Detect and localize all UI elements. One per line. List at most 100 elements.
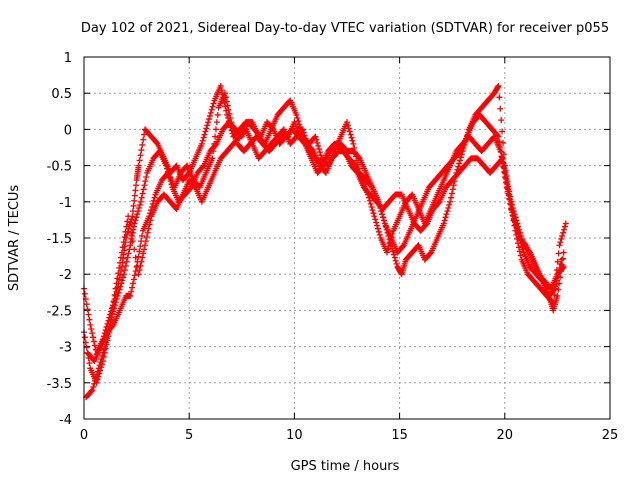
data-point-interp — [114, 275, 121, 282]
data-point — [293, 111, 300, 118]
data-point-interp — [378, 208, 385, 215]
data-point-interp — [391, 254, 398, 261]
data-point-interp — [300, 129, 307, 136]
data-point-interp — [138, 147, 145, 154]
data-point-interp — [97, 367, 104, 374]
data-point-interp — [139, 232, 146, 239]
data-point-interp — [103, 323, 110, 330]
data-point-interp — [305, 145, 312, 152]
data-point-interp — [126, 221, 133, 228]
data-point-interp — [119, 277, 126, 284]
data-point-interp — [207, 109, 214, 116]
data-point-interp — [137, 243, 144, 250]
data-point-interp — [110, 298, 117, 305]
data-point-interp — [556, 280, 563, 287]
data-point-interp — [120, 274, 127, 281]
data-point-interp — [377, 205, 384, 212]
data-point-interp — [90, 383, 97, 390]
data-point-interp — [117, 283, 124, 290]
data-point — [562, 220, 569, 227]
data-point-interp — [316, 149, 323, 156]
data-point-interp — [213, 119, 220, 126]
data-point-interp — [380, 217, 387, 224]
data-point-interp — [316, 146, 323, 153]
data-point-interp — [85, 311, 92, 318]
data-point — [89, 387, 96, 394]
data-point — [205, 119, 212, 126]
data-point-interp — [145, 225, 152, 232]
data-point-interp — [83, 344, 90, 351]
y-tick-labels: -4 -3.5 -3 -2.5 -2 -1.5 -1 -0.5 0 0.5 1 — [47, 51, 72, 428]
y-tick-label: 1 — [64, 51, 72, 66]
data-point-interp — [455, 163, 462, 170]
data-point-interp — [140, 186, 147, 193]
chart-title: Day 102 of 2021, Sidereal Day-to-day VTE… — [81, 21, 609, 36]
data-point-interp — [457, 154, 464, 161]
data-point — [383, 249, 390, 256]
data-point-interp — [222, 94, 229, 101]
data-point-interp — [369, 207, 376, 214]
data-point-interp — [115, 270, 122, 277]
data-point-interp — [549, 299, 556, 306]
data-point-interp — [133, 214, 140, 221]
data-point-interp — [139, 141, 146, 148]
data-point-interp — [384, 246, 391, 253]
data-point-interp — [499, 159, 506, 166]
data-point-interp — [551, 286, 558, 293]
data-point-interp — [444, 208, 451, 215]
data-point-interp — [200, 163, 207, 170]
data-point — [198, 140, 205, 147]
data-point-interp — [129, 280, 136, 287]
data-point — [299, 126, 306, 133]
data-point-interp — [84, 349, 91, 356]
data-point-interp — [200, 134, 207, 141]
data-point-interp — [315, 142, 322, 149]
data-point-interp — [125, 250, 132, 257]
data-point-interp — [517, 252, 524, 259]
data-point-interp — [303, 138, 310, 145]
data-point-interp — [504, 185, 511, 192]
data-point-interp — [116, 264, 123, 271]
data-point-interp — [105, 333, 112, 340]
data-point-interp — [499, 154, 506, 161]
data-point — [447, 198, 454, 205]
data-point-interp — [83, 301, 90, 308]
data-point-interp — [123, 223, 130, 230]
data-point-interp — [302, 135, 309, 142]
data-point-interp — [212, 133, 219, 140]
data-point-interp — [143, 233, 150, 240]
data-point — [312, 133, 319, 140]
data-point-interp — [385, 243, 392, 250]
data-point-interp — [131, 192, 138, 199]
data-point — [228, 119, 235, 126]
data-point-interp — [347, 131, 354, 138]
data-point-interp — [135, 253, 142, 260]
data-point-interp — [121, 233, 128, 240]
data-point-interp — [136, 201, 143, 208]
data-point-interp — [134, 211, 141, 218]
data-point-interp — [553, 281, 560, 288]
data-point-interp — [507, 200, 514, 207]
data-point-interp — [90, 338, 97, 345]
data-point-interp — [202, 128, 209, 135]
data-point-interp — [515, 244, 522, 251]
data-point-interp — [368, 203, 375, 210]
data-point-interp — [132, 268, 139, 275]
data-point — [137, 198, 144, 205]
data-point-interp — [516, 248, 523, 255]
data-point-interp — [446, 201, 453, 208]
data-point-interp — [503, 180, 510, 187]
data-points — [81, 82, 569, 401]
data-point-interp — [96, 370, 103, 377]
data-point-interp — [113, 296, 120, 303]
data-point-interp — [208, 106, 215, 113]
y-tick-label: -2 — [59, 268, 72, 283]
data-point — [344, 119, 350, 126]
data-point-interp — [355, 154, 362, 161]
data-point — [508, 206, 515, 213]
data-point-interp — [91, 342, 98, 349]
data-point — [514, 227, 521, 234]
data-point-interp — [206, 116, 213, 123]
data-point-interp — [108, 310, 115, 317]
